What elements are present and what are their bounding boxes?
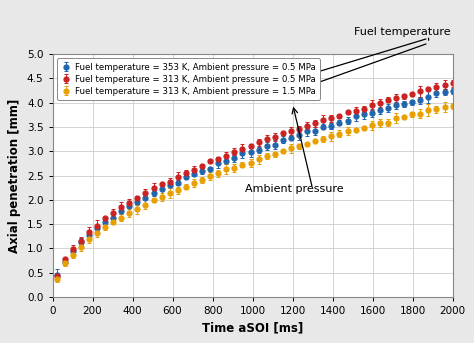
Text: Fuel temperature: Fuel temperature: [354, 27, 451, 37]
Legend: Fuel temperature = 353 K, Ambient pressure = 0.5 MPa, Fuel temperature = 313 K, : Fuel temperature = 353 K, Ambient pressu…: [57, 58, 320, 100]
X-axis label: Time aSOI [ms]: Time aSOI [ms]: [202, 322, 303, 335]
Y-axis label: Axial penetration [mm]: Axial penetration [mm]: [9, 98, 21, 253]
Text: Ambient pressure: Ambient pressure: [245, 184, 343, 194]
